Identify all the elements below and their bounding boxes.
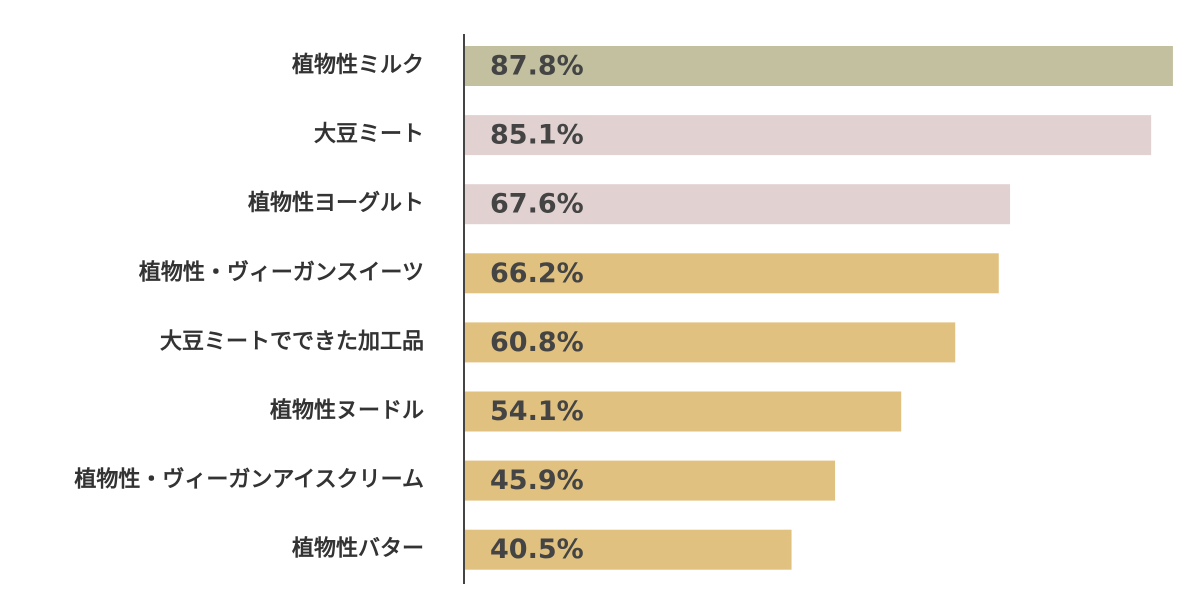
category-label: 植物性ヨーグルト: [248, 190, 424, 216]
category-label: 植物性・ヴィーガンスイーツ: [139, 259, 424, 285]
bars: [465, 46, 1173, 570]
bar: [465, 253, 999, 294]
bar: [465, 391, 902, 432]
category-label: 植物性ミルク: [292, 52, 424, 78]
category-label: 大豆ミート: [314, 122, 424, 147]
bar: [465, 460, 836, 501]
value-label: 85.1%: [490, 120, 584, 151]
category-label: 植物性・ヴィーガンアイスクリーム: [74, 467, 424, 493]
value-label: 67.6%: [490, 189, 584, 220]
category-label: 大豆ミートでできた加工品: [160, 329, 424, 354]
category-label: 植物性ヌードル: [270, 398, 424, 424]
value-label: 40.5%: [490, 534, 584, 565]
bar: [465, 184, 1011, 225]
bar: [465, 529, 792, 570]
value-label: 60.8%: [490, 327, 584, 358]
value-label: 87.8%: [490, 51, 584, 82]
bar: [465, 322, 956, 363]
bar: [465, 115, 1152, 156]
bar: [465, 46, 1173, 86]
value-label: 66.2%: [490, 258, 584, 289]
value-label: 45.9%: [490, 465, 584, 496]
value-label: 54.1%: [490, 396, 584, 427]
category-label: 植物性バター: [292, 536, 424, 562]
